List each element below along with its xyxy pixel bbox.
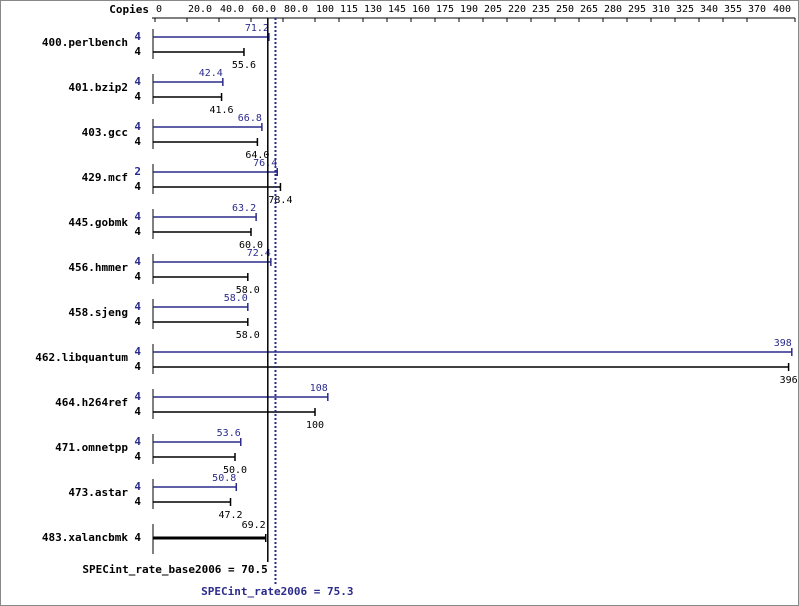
copies-label: 4 <box>134 270 141 283</box>
x-tick-label: 325 <box>676 4 694 15</box>
value-label: 58.0 <box>224 293 248 304</box>
x-tick-label: 310 <box>652 4 670 15</box>
x-tick-label: 265 <box>580 4 598 15</box>
value-label: 72.4 <box>247 248 271 259</box>
copies-label: 4 <box>134 180 141 193</box>
x-tick-label: 115 <box>340 4 358 15</box>
copies-label: 4 <box>134 495 141 508</box>
value-label: 50.8 <box>212 473 236 484</box>
x-tick-label: 370 <box>748 4 766 15</box>
value-label: 58.0 <box>236 330 260 341</box>
benchmark-label: 456.hmmer <box>68 261 128 274</box>
value-label: 396 <box>780 375 798 386</box>
x-tick-label: 205 <box>484 4 502 15</box>
value-label: 64.0 <box>245 150 269 161</box>
x-tick-label: 190 <box>460 4 478 15</box>
peak-metric-label: SPECint_rate2006 = 75.3 <box>201 585 353 598</box>
copies-label: 4 <box>134 360 141 373</box>
copies-label: 4 <box>134 210 141 223</box>
value-label: 100 <box>306 420 324 431</box>
copies-label: 4 <box>134 120 141 133</box>
x-tick-label: 130 <box>364 4 382 15</box>
value-label: 53.6 <box>217 428 241 439</box>
copies-label: 4 <box>134 135 141 148</box>
copies-label: 4 <box>134 435 141 448</box>
x-tick-label: 340 <box>700 4 718 15</box>
copies-header: Copies <box>109 3 149 16</box>
benchmark-label: 464.h264ref <box>55 396 128 409</box>
x-tick-label: 250 <box>556 4 574 15</box>
benchmark-label: 471.omnetpp <box>55 441 128 454</box>
copies-label: 4 <box>134 480 141 493</box>
x-tick-label: 20.0 <box>188 4 212 15</box>
x-tick-label: 100 <box>316 4 334 15</box>
benchmark-label: 401.bzip2 <box>68 81 128 94</box>
value-label: 63.2 <box>232 203 256 214</box>
copies-label: 4 <box>134 450 141 463</box>
value-label: 47.2 <box>218 510 242 521</box>
x-tick-label: 295 <box>628 4 646 15</box>
value-label: 78.4 <box>268 195 292 206</box>
x-tick-label: 400 <box>773 4 791 15</box>
copies-label: 4 <box>134 390 141 403</box>
copies-label: 4 <box>134 531 141 544</box>
value-label: 108 <box>310 383 328 394</box>
value-label: 60.0 <box>239 240 263 251</box>
x-tick-label: 0 <box>156 4 162 15</box>
copies-label: 4 <box>134 300 141 313</box>
benchmark-label: 400.perlbench <box>42 36 128 49</box>
value-label: 76.4 <box>253 158 277 169</box>
base-metric-label: SPECint_rate_base2006 = 70.5 <box>82 563 267 576</box>
copies-label: 4 <box>134 405 141 418</box>
copies-label: 4 <box>134 90 141 103</box>
value-label: 71.2 <box>245 23 269 34</box>
benchmark-label: 403.gcc <box>82 126 128 139</box>
value-label: 55.6 <box>232 60 256 71</box>
x-tick-label: 280 <box>604 4 622 15</box>
copies-label: 4 <box>134 45 141 58</box>
benchmark-label: 483.xalancbmk <box>42 531 128 544</box>
x-tick-label: 355 <box>724 4 742 15</box>
value-label: 50.0 <box>223 465 247 476</box>
x-tick-label: 220 <box>508 4 526 15</box>
benchmark-label: 445.gobmk <box>68 216 128 229</box>
copies-label: 4 <box>134 30 141 43</box>
copies-label: 4 <box>134 75 141 88</box>
x-tick-label: 175 <box>436 4 454 15</box>
x-tick-label: 80.0 <box>284 4 308 15</box>
benchmark-label: 429.mcf <box>82 171 128 184</box>
benchmark-label: 462.libquantum <box>35 351 128 364</box>
x-tick-label: 145 <box>388 4 406 15</box>
value-label: 398 <box>774 338 792 349</box>
value-label: 41.6 <box>210 105 234 116</box>
x-tick-label: 40.0 <box>220 4 244 15</box>
benchmark-label: 473.astar <box>68 486 128 499</box>
copies-label: 4 <box>134 225 141 238</box>
value-label: 58.0 <box>236 285 260 296</box>
value-label: 69.2 <box>242 520 266 531</box>
copies-label: 4 <box>134 255 141 268</box>
x-tick-label: 235 <box>532 4 550 15</box>
copies-label: 4 <box>134 315 141 328</box>
x-tick-label: 160 <box>412 4 430 15</box>
copies-label: 4 <box>134 345 141 358</box>
x-tick-label: 60.0 <box>252 4 276 15</box>
benchmark-label: 458.sjeng <box>68 306 128 319</box>
value-label: 42.4 <box>199 68 223 79</box>
value-label: 66.8 <box>238 113 262 124</box>
copies-label: 2 <box>134 165 141 178</box>
